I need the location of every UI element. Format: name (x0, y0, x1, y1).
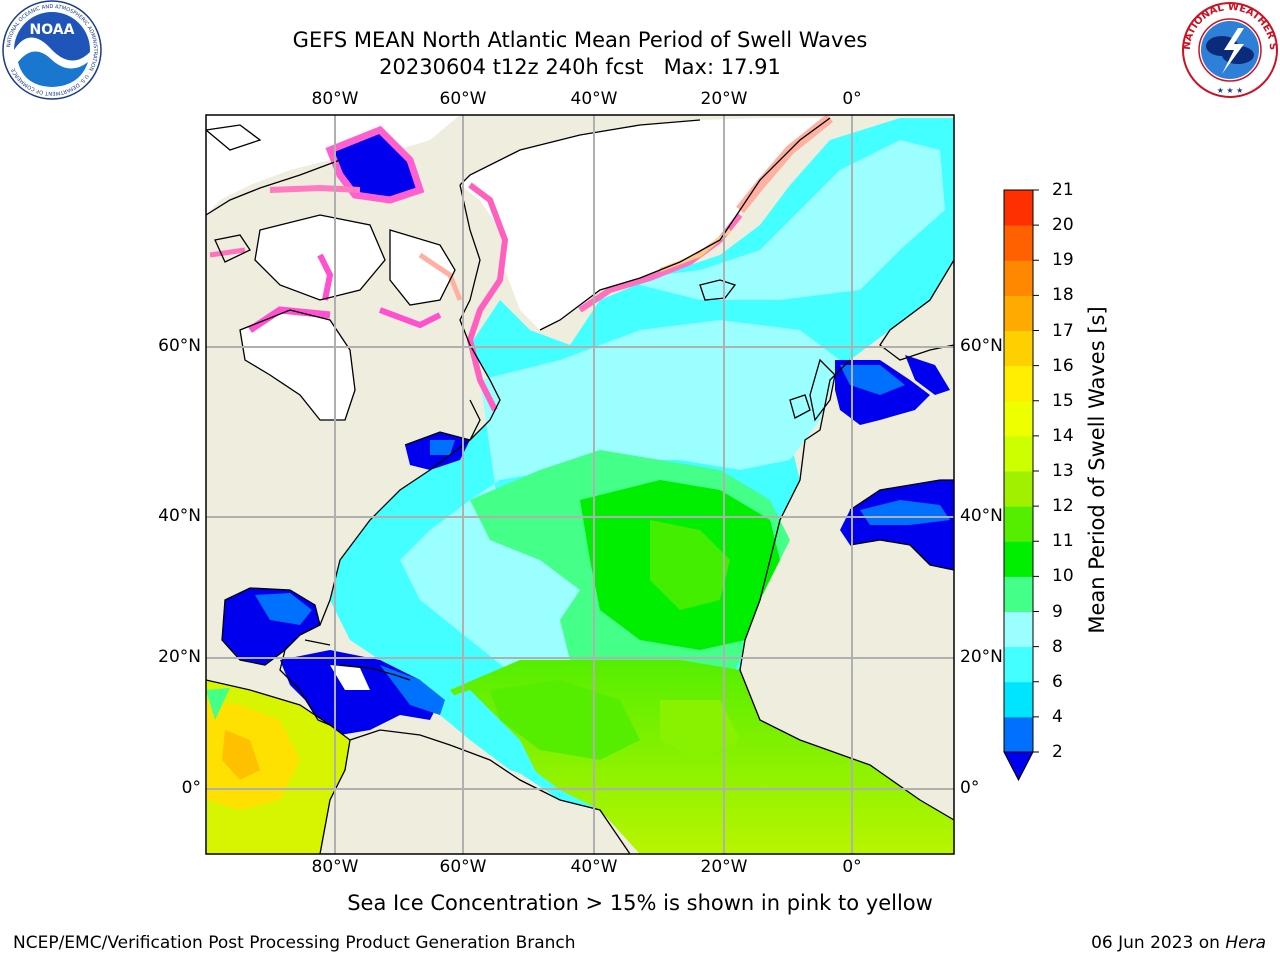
colorbar-bin (1004, 716, 1033, 753)
colorbar-bin (1004, 330, 1033, 367)
svg-text:★ ★ ★: ★ ★ ★ (1217, 86, 1244, 95)
colorbar-bin (1004, 681, 1033, 718)
colorbar-bin (1004, 190, 1033, 226)
plot-subtitle: 20230604 t12z 240h fcst Max: 17.91 (379, 55, 781, 79)
colorbar-tick-label: 11 (1052, 531, 1074, 552)
noaa-logo: NOAA NATIONAL OCEANIC AND ATMOSPHERIC AD… (2, 0, 102, 100)
lon-tick-top: 0° (842, 89, 862, 109)
colorbar-tick-label: 12 (1052, 496, 1074, 517)
colorbar-tick-label: 13 (1052, 461, 1074, 481)
map-gridlines (206, 115, 954, 854)
colorbar-bin (1004, 295, 1033, 331)
colorbar-tick-label: 14 (1052, 425, 1074, 446)
colorbar-tick-label: 15 (1052, 390, 1074, 411)
lon-tick-top: 60°W (439, 89, 487, 109)
lon-tick-bottom: 0° (842, 857, 862, 877)
lat-tick-right: 40°N (960, 506, 1003, 526)
ocean-light-cyan (400, 320, 840, 700)
nws-logo-ring-text: NATIONAL WEATHER SERVICE (0, 0, 1278, 51)
run-host: Hera (1225, 933, 1266, 953)
colorbar-bin (1004, 400, 1033, 437)
map-area (206, 115, 954, 854)
colorbar-tick-label: 20 (1052, 215, 1074, 236)
colorbar-tick-label: 2 (1052, 742, 1063, 762)
colorbar-tick-label: 16 (1052, 355, 1074, 376)
lat-tick-right: 0° (960, 778, 980, 798)
lon-tick-bottom: 40°W (570, 857, 618, 877)
colorbar-tick-label: 17 (1052, 320, 1074, 341)
producer-credit: NCEP/EMC/Verification Post Processing Pr… (13, 933, 576, 953)
greenland (460, 118, 830, 330)
colorbar-extend-arrow (1003, 751, 1034, 782)
lon-tick-top: 20°W (700, 89, 748, 109)
colorbar-bin (1004, 225, 1033, 261)
lon-tick-bottom: 20°W (700, 857, 748, 877)
map-frame (205, 114, 955, 855)
colorbar (1003, 189, 1039, 782)
lat-tick-left: 20°N (158, 647, 201, 667)
colorbar-bin (1004, 471, 1033, 507)
lat-tick-left: 60°N (158, 336, 201, 356)
colorbar-tick-label: 19 (1052, 250, 1074, 271)
run-date-credit: 06 Jun 2023 on Hera (1091, 933, 1266, 953)
colorbar-bin (1004, 541, 1033, 577)
colorbar-bin (1004, 576, 1033, 612)
nws-logo: NATIONAL WEATHER SERVICE ★ ★ ★ (0, 0, 1278, 98)
lat-tick-left: 40°N (158, 506, 201, 526)
colorbar-tick-label: 6 (1052, 671, 1063, 692)
run-date: 06 Jun 2023 on (1091, 933, 1226, 953)
colorbar-tick-label: 9 (1052, 601, 1063, 622)
colorbar-bin (1004, 435, 1033, 472)
caribbean-sea (280, 650, 440, 735)
colorbar-bin (1004, 611, 1033, 648)
colorbar-tick-label: 8 (1052, 636, 1063, 657)
colorbar-tick-label: 4 (1052, 706, 1063, 727)
svg-text:NATIONAL WEATHER SERVICE: NATIONAL WEATHER SERVICE (0, 0, 1278, 51)
sea-ice-edge-greenland (736, 115, 834, 214)
colorbar-tick-label: 10 (1052, 566, 1074, 587)
sea-ice-edge-labrador (466, 182, 509, 412)
colorbar-tick-label: 21 (1052, 180, 1074, 200)
lon-tick-bottom: 60°W (439, 857, 487, 877)
colorbar-label: Mean Period of Swell Waves [s] (1085, 306, 1109, 634)
plot-title: GEFS MEAN North Atlantic Mean Period of … (292, 28, 868, 52)
colorbar-bin (1004, 365, 1033, 402)
lon-tick-top: 40°W (570, 89, 618, 109)
colorbar-bin (1004, 260, 1033, 296)
coastlines (206, 117, 954, 854)
sea-ice-note: Sea Ice Concentration > 15% is shown in … (347, 891, 933, 915)
colorbar-bin (1004, 506, 1033, 542)
lat-tick-right: 60°N (960, 336, 1003, 356)
lat-tick-right: 20°N (960, 647, 1003, 667)
lon-tick-top: 80°W (311, 89, 359, 109)
hudson-bay (240, 310, 355, 420)
colorbar-tick-label: 18 (1052, 285, 1074, 306)
lat-tick-left: 0° (181, 778, 201, 798)
colorbar-bin (1004, 646, 1033, 683)
lon-tick-bottom: 80°W (311, 857, 359, 877)
noaa-logo-text: NOAA (30, 22, 75, 38)
